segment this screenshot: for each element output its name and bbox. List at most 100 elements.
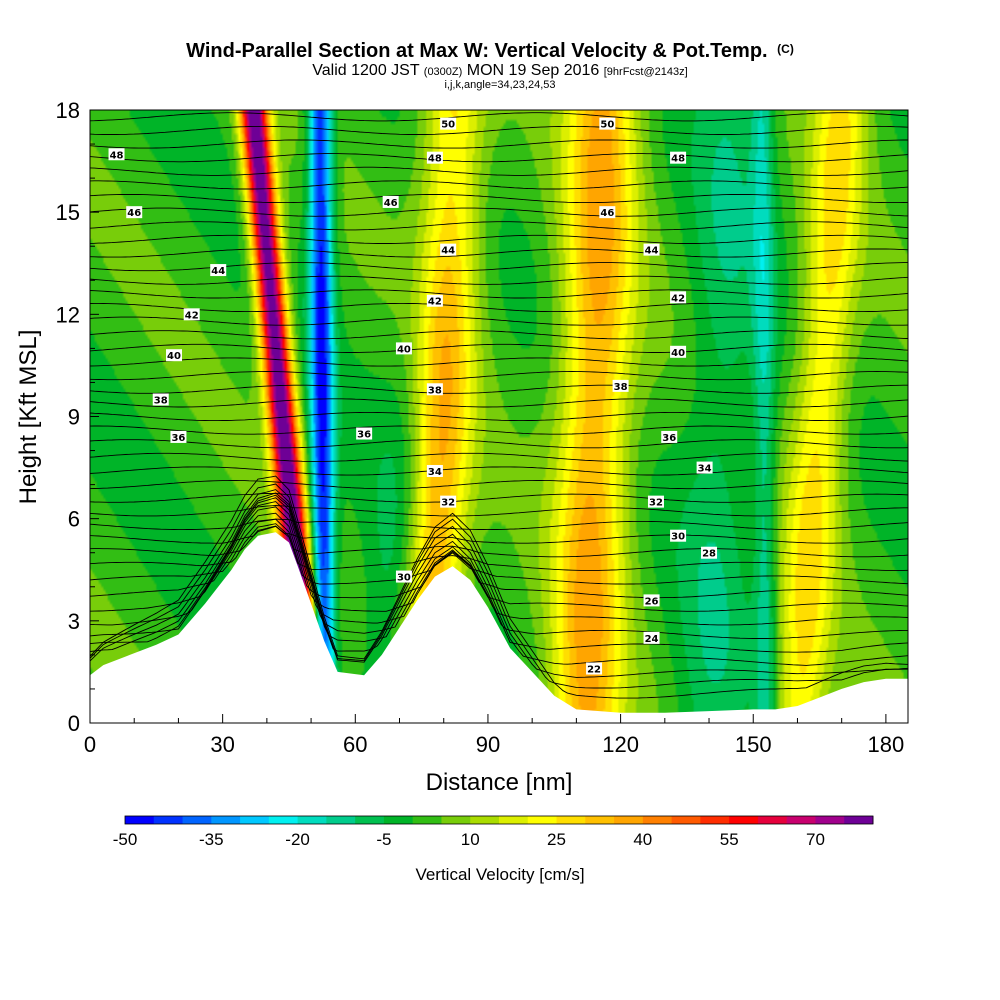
contour-label: 50 [599, 117, 616, 131]
x-tick-label: 60 [343, 732, 367, 757]
contour-label-text: 50 [600, 120, 614, 131]
contour-label: 46 [126, 206, 143, 219]
colorbar-swatch [671, 816, 701, 824]
contour-label-text: 26 [645, 596, 659, 607]
x-tick-label: 90 [476, 732, 500, 757]
theta-contour-line [90, 207, 908, 217]
theta-contour-line [90, 501, 908, 626]
colorbar-swatch [182, 816, 212, 824]
y-tick-label: 18 [56, 98, 80, 123]
contour-label-text: 44 [441, 246, 455, 257]
contour-label: 30 [395, 570, 412, 584]
colorbar-swatch [757, 816, 788, 824]
contour-label-text: 36 [171, 433, 185, 444]
colorbar-swatch [614, 816, 644, 824]
theta-contour-line [90, 248, 908, 258]
theta-contour-line [90, 289, 908, 299]
terrain [90, 532, 908, 723]
theta-contour-line [90, 371, 908, 381]
colorbar-tick-label: 25 [547, 830, 566, 849]
contour-label: 46 [599, 206, 616, 219]
colorbar-swatch [355, 816, 385, 824]
chart-title: Wind-Parallel Section at Max W: Vertical… [186, 40, 794, 62]
contour-label-text: 40 [671, 348, 685, 359]
contour-label: 40 [670, 345, 687, 359]
contour-label: 44 [440, 243, 457, 257]
contour-label: 40 [395, 342, 412, 355]
contour-label-text: 48 [110, 150, 124, 161]
contour-label-text: 38 [428, 385, 442, 396]
contour-label: 32 [440, 495, 457, 509]
colorbar-tick-label: -35 [199, 830, 224, 849]
theta-contour-line [90, 512, 908, 599]
colorbar-swatch [326, 816, 356, 824]
y-axis-label: Height [Kft MSL] [15, 330, 42, 505]
contour-label: 36 [356, 427, 373, 441]
contour-label-text: 32 [441, 498, 455, 509]
colorbar-swatch [297, 816, 327, 824]
contour-label-text: 40 [397, 344, 411, 355]
theta-contour-line [90, 480, 908, 490]
contour-label-text: 34 [428, 467, 442, 478]
theta-contour-line [90, 525, 908, 544]
colorbar-swatch [786, 816, 816, 824]
contour-label-text: 22 [587, 665, 601, 676]
contour-label: 48 [108, 148, 125, 161]
contour-label: 42 [183, 308, 200, 321]
colorbar-swatch [211, 816, 241, 824]
theta-contour-line [90, 125, 908, 135]
theta-contour-line [90, 343, 908, 353]
contour-label: 42 [426, 294, 443, 308]
contour-label-text: 38 [154, 395, 168, 406]
contour-label-text: 38 [614, 382, 628, 393]
contour-label: 36 [170, 430, 187, 444]
contour-label: 22 [586, 662, 603, 676]
contour-label: 38 [152, 393, 169, 406]
contour-label-text: 42 [185, 310, 199, 321]
contour-label: 34 [696, 461, 713, 475]
theta-contour-line [90, 452, 908, 462]
contour-label: 26 [643, 594, 660, 607]
theta-contour-line [90, 506, 908, 612]
theta-contour-line [90, 411, 908, 422]
x-axis: 0 30 60 90 120 150 180 [84, 714, 904, 757]
contour-label: 28 [701, 546, 718, 560]
y-tick-label: 3 [68, 609, 80, 634]
plot-area: 22 24 26 28 30 30 32 32 34 34 36 36 36 38 38 38 40 40 40 42… [90, 110, 908, 723]
y-tick-label: 6 [68, 507, 80, 532]
contour-label-text: 40 [167, 351, 181, 362]
theta-contour-line [90, 518, 908, 585]
contour-label-text: 36 [662, 433, 676, 444]
contour-label: 34 [426, 464, 443, 478]
colorbar-swatch [499, 816, 529, 824]
colorbar-swatch [383, 816, 414, 824]
contour-label: 38 [426, 383, 443, 396]
contour-label-text: 46 [127, 208, 141, 219]
contour-label: 42 [670, 291, 687, 304]
colorbar-frame [124, 815, 874, 825]
chart-subtitle-indices: i,j,k,angle=34,23,24,53 [444, 79, 555, 91]
theta-contour-line [90, 525, 908, 558]
x-tick-label: 120 [602, 732, 639, 757]
title-suffix: (C) [777, 42, 794, 56]
colorbar-tick-label: 40 [633, 830, 652, 849]
contour-label-text: 46 [384, 198, 398, 209]
theta-contour-line [90, 166, 908, 176]
colorbar-swatch [556, 816, 586, 824]
contour-label-text: 30 [671, 532, 685, 543]
colorbar-label: Vertical Velocity [cm/s] [415, 865, 584, 884]
theta-contour-line [90, 330, 908, 340]
x-axis-label: Distance [nm] [426, 769, 573, 796]
theta-contour-line [90, 139, 908, 149]
colorbar-swatch [700, 816, 730, 824]
theta-contour-line [90, 475, 908, 699]
colorbar-swatch [642, 816, 673, 824]
contour-label: 48 [426, 151, 443, 165]
contour-label-text: 30 [397, 573, 411, 584]
theta-contour-line [90, 425, 908, 435]
contour-label-text: 42 [428, 297, 442, 308]
contour-label-text: 24 [645, 634, 659, 645]
y-tick-label: 9 [68, 405, 80, 430]
theta-contour-line [90, 398, 908, 408]
colorbar-swatch [585, 816, 615, 824]
